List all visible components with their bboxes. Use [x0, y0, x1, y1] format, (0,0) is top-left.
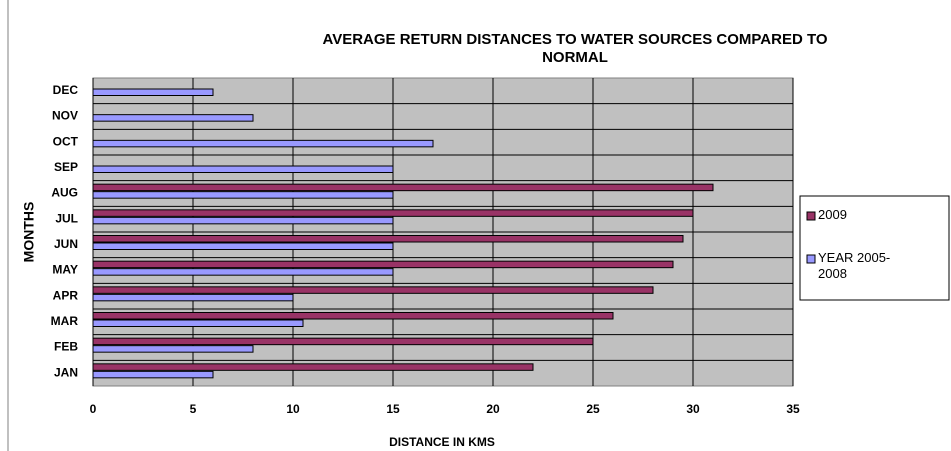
- x-tick-label: 30: [686, 402, 700, 416]
- x-tick-label: 25: [586, 402, 600, 416]
- y-tick-label: JUN: [54, 237, 78, 251]
- bar: [92, 242, 394, 250]
- y-tick-label: JAN: [54, 365, 78, 379]
- y-tick-label: MAY: [52, 263, 78, 277]
- bar: [92, 337, 594, 346]
- legend-label: 2009: [818, 207, 847, 222]
- chart-title: AVERAGE RETURN DISTANCES TO WATER SOURCE…: [322, 31, 827, 66]
- bar: [92, 363, 534, 371]
- x-tick-label: 0: [90, 402, 97, 416]
- bar: [92, 165, 394, 173]
- bar: [92, 260, 674, 269]
- bar: [92, 139, 434, 148]
- y-tick-label: APR: [53, 288, 79, 302]
- bar: [92, 312, 614, 320]
- bar: [92, 293, 294, 302]
- y-tick-label: SEP: [54, 160, 78, 174]
- bar: [92, 183, 714, 192]
- y-tick-label: FEB: [54, 340, 78, 354]
- bar: [92, 268, 394, 276]
- x-tick-label: 35: [786, 402, 800, 416]
- y-tick-label: DEC: [53, 83, 79, 97]
- legend-box: [799, 195, 950, 301]
- y-axis-label: MONTHS: [21, 202, 37, 263]
- x-axis-label: DISTANCE IN KMS: [389, 435, 495, 449]
- y-tick-label: OCT: [53, 134, 79, 148]
- bar: [92, 216, 394, 225]
- legend-swatch: [806, 211, 816, 221]
- y-tick-label: NOV: [52, 109, 78, 123]
- bar: [92, 209, 694, 217]
- y-tick-label: AUG: [51, 186, 78, 200]
- x-tick-label: 10: [286, 402, 300, 416]
- bar: [92, 345, 254, 353]
- x-tick-label: 20: [486, 402, 500, 416]
- bar: [92, 319, 304, 327]
- legend-label: YEAR 2005-2008: [818, 250, 890, 281]
- bar: [92, 191, 394, 199]
- bar: [92, 88, 214, 96]
- x-tick-label: 5: [190, 402, 197, 416]
- x-tick-label: 15: [386, 402, 400, 416]
- bar: [92, 370, 214, 379]
- bar: [92, 286, 654, 294]
- bar: [92, 235, 684, 243]
- y-tick-label: JUL: [55, 211, 78, 225]
- y-tick-label: MAR: [51, 314, 79, 328]
- legend-swatch: [806, 254, 816, 264]
- bar: [92, 114, 254, 122]
